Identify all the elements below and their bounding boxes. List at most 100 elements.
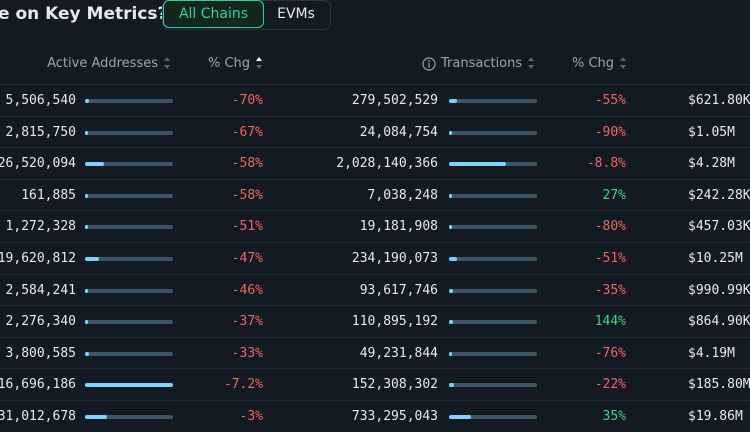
progress-track <box>449 99 537 103</box>
transactions: 279,502,529 <box>351 93 438 108</box>
fees: $242.28K <box>688 187 750 203</box>
pct-change: 35% <box>602 409 626 424</box>
progress-track <box>449 162 537 167</box>
progress-track <box>85 257 173 261</box>
active-addresses: 19,620,812 <box>0 251 76 266</box>
transactions: 733,295,043 <box>351 409 438 424</box>
table-row: 26,520,094 -58% 2,028,140,366 -8.8% $4.28M <box>0 147 750 179</box>
transactions: 24,084,754 <box>359 124 438 140</box>
sort-icon[interactable] <box>255 55 263 71</box>
progress-track <box>85 130 173 135</box>
pct-change: -80% <box>594 219 626 235</box>
progress-track <box>85 351 173 356</box>
progress-fill <box>449 351 452 356</box>
fees: $10.25M <box>688 251 743 266</box>
sort-icon[interactable] <box>527 55 535 71</box>
column-header[interactable]: Active Addresses <box>47 56 158 71</box>
progress-fill <box>85 130 88 135</box>
tab-all-chains[interactable]: All Chains <box>163 0 264 28</box>
progress-track <box>449 130 537 135</box>
pct-change: -47% <box>231 251 263 266</box>
column-header[interactable]: % Chg <box>572 56 615 71</box>
fees: $185.80M <box>688 377 750 393</box>
progress-track <box>85 415 173 419</box>
fees: $621.80K <box>688 93 750 108</box>
progress-track <box>85 99 173 103</box>
progress-track <box>85 225 173 230</box>
active-addresses: 3,800,585 <box>5 345 76 361</box>
table-row: 5,506,540 -70% 279,502,529 -55% $621.80K <box>0 84 750 116</box>
progress-fill <box>85 320 88 325</box>
progress-track <box>449 225 537 230</box>
pct-change: -58% <box>231 156 263 172</box>
progress-fill <box>85 162 105 167</box>
pct-change: -51% <box>231 219 263 235</box>
progress-track <box>85 193 173 198</box>
pct-change: -3% <box>239 409 263 424</box>
transactions: 7,038,248 <box>367 187 438 203</box>
fees: $19.86M <box>688 409 743 424</box>
progress-track <box>85 162 173 167</box>
table-row: 19,620,812 -47% 234,190,073 -51% $10.25M <box>0 242 750 274</box>
progress-track <box>449 257 537 261</box>
progress-fill <box>449 130 452 135</box>
tab-evms[interactable]: EVMs <box>277 6 315 22</box>
progress-fill <box>449 320 453 325</box>
sort-icon[interactable] <box>619 55 627 71</box>
fees: $457.03K <box>688 219 750 235</box>
table-row: 16,696,186 -7.2% 152,308,302 -22% $185.80M <box>0 368 750 400</box>
table-row: 31,012,678 -3% 733,295,043 35% $19.86M <box>0 400 750 432</box>
pct-change: -55% <box>594 93 626 108</box>
active-addresses: 1,272,328 <box>5 219 76 235</box>
progress-track <box>449 415 537 419</box>
info-icon[interactable] <box>422 57 436 71</box>
column-header[interactable]: Transactions <box>441 56 523 71</box>
sort-icon[interactable] <box>163 55 171 71</box>
column-header[interactable]: % Chg <box>208 56 251 71</box>
table-row: 1,272,328 -51% 19,181,908 -80% $457.03K <box>0 210 750 242</box>
transactions: 152,308,302 <box>351 377 438 393</box>
progress-track <box>449 383 537 388</box>
progress-track <box>449 193 537 198</box>
pct-change: -70% <box>231 93 263 108</box>
transactions: 49,231,844 <box>359 345 438 361</box>
active-addresses: 2,276,340 <box>5 314 76 330</box>
progress-fill <box>449 383 455 388</box>
table-row: 2,276,340 -37% 110,895,192 144% $864.90K <box>0 305 750 337</box>
pct-change: -67% <box>231 124 263 140</box>
fees: $4.19M <box>688 345 735 361</box>
active-addresses: 26,520,094 <box>0 156 76 172</box>
table-row: 2,815,750 -67% 24,084,754 -90% $1.05M <box>0 115 750 148</box>
pct-change: -22% <box>594 377 626 393</box>
transactions: 93,617,746 <box>359 282 438 298</box>
active-addresses: 31,012,678 <box>0 409 76 424</box>
pct-change: -58% <box>231 187 263 203</box>
progress-fill <box>449 162 507 167</box>
progress-fill <box>85 288 88 293</box>
progress-track <box>85 383 173 388</box>
transactions: 234,190,073 <box>351 251 438 266</box>
progress-fill <box>85 351 89 356</box>
progress-fill <box>449 99 457 103</box>
progress-fill <box>85 99 90 103</box>
progress-fill <box>449 257 457 261</box>
progress-fill <box>449 415 471 419</box>
transactions: 19,181,908 <box>359 219 438 235</box>
transactions: 2,028,140,366 <box>336 156 438 172</box>
progress-track <box>449 351 537 356</box>
active-addresses: 16,696,186 <box>0 377 76 393</box>
pct-change: -33% <box>231 345 263 361</box>
pct-change: -76% <box>594 345 626 361</box>
active-addresses: 5,506,540 <box>5 93 76 108</box>
progress-fill <box>85 257 100 261</box>
progress-track <box>85 320 173 325</box>
pct-change: -51% <box>594 251 626 266</box>
pct-change: -37% <box>231 314 263 330</box>
progress-fill <box>449 225 452 230</box>
progress-track <box>85 288 173 293</box>
progress-fill <box>85 383 173 388</box>
progress-fill <box>449 193 452 198</box>
progress-track <box>449 320 537 325</box>
fees: $1.05M <box>688 124 735 140</box>
